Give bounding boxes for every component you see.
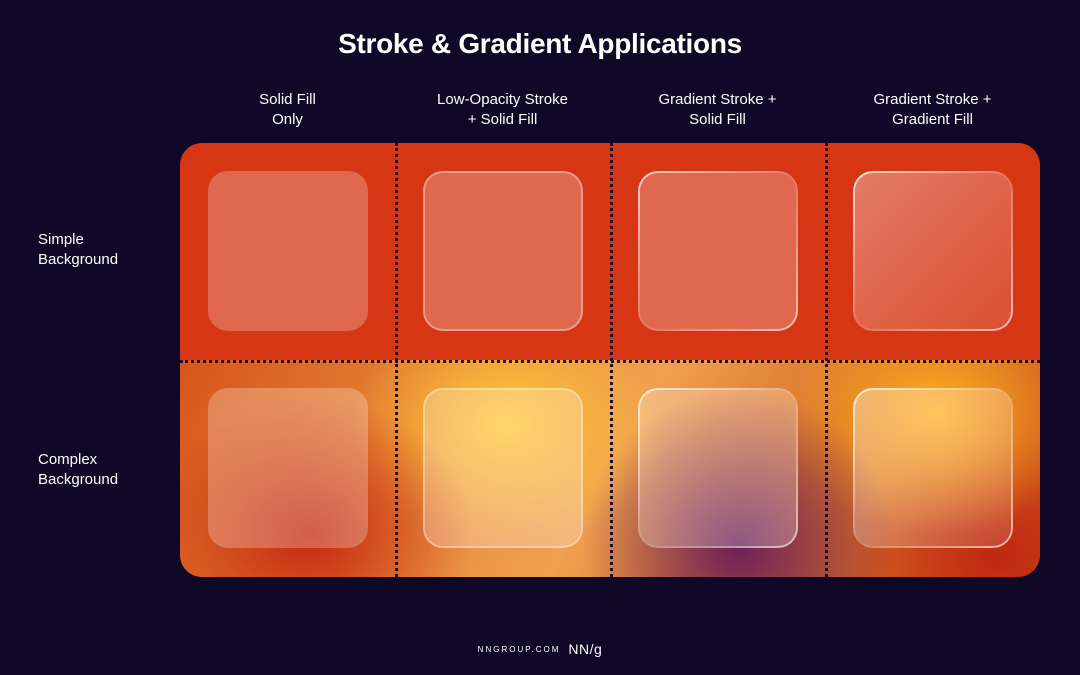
col-header-line: Gradient Stroke + xyxy=(874,91,992,108)
col-header-line: Solid Fill xyxy=(689,111,746,128)
grid-wrapper: Solid Fill Only Low-Opacity Stroke + Sol… xyxy=(180,90,1040,577)
cell-simple-low-stroke xyxy=(395,143,610,360)
swatch-low-opacity-stroke xyxy=(423,388,583,548)
swatch-gradient-stroke-gradient-fill xyxy=(853,388,1013,548)
row-label-line: Background xyxy=(38,251,118,268)
swatch-grid xyxy=(180,143,1040,577)
row-label-line: Background xyxy=(38,471,118,488)
col-header-line: Low-Opacity Stroke xyxy=(437,91,568,108)
col-header-low-opacity: Low-Opacity Stroke + Solid Fill xyxy=(395,90,610,131)
swatch-gradient-stroke-solid-fill xyxy=(638,171,798,331)
cell-complex-solid xyxy=(180,360,395,577)
col-header-line: Only xyxy=(272,111,303,128)
col-header-gradient-both: Gradient Stroke + Gradient Fill xyxy=(825,90,1040,131)
swatch-gradient-stroke-solid-fill xyxy=(638,388,798,548)
row-label-line: Simple xyxy=(38,231,84,248)
col-header-gradient-stroke: Gradient Stroke + Solid Fill xyxy=(610,90,825,131)
cell-complex-grad-stroke xyxy=(610,360,825,577)
col-header-solid-fill: Solid Fill Only xyxy=(180,90,395,131)
swatch-gradient-stroke-gradient-fill xyxy=(853,171,1013,331)
cell-complex-grad-both xyxy=(825,360,1040,577)
row-label-simple: Simple Background xyxy=(38,230,118,271)
col-header-line: + Solid Fill xyxy=(468,111,538,128)
col-header-line: Gradient Fill xyxy=(892,111,973,128)
swatch-solid-fill-only xyxy=(208,171,368,331)
row-label-complex: Complex Background xyxy=(38,450,118,491)
footer-brand-logo: NN/g xyxy=(568,641,602,657)
page-title: Stroke & Gradient Applications xyxy=(0,0,1080,80)
cell-complex-low-stroke xyxy=(395,360,610,577)
cell-simple-grad-both xyxy=(825,143,1040,360)
footer-domain: NNGROUP.COM xyxy=(478,645,561,654)
swatch-low-opacity-stroke xyxy=(423,171,583,331)
swatch-solid-fill-only xyxy=(208,388,368,548)
col-header-line: Gradient Stroke + xyxy=(659,91,777,108)
horizontal-divider xyxy=(180,360,1040,363)
cell-simple-solid xyxy=(180,143,395,360)
col-header-line: Solid Fill xyxy=(259,91,316,108)
footer-attribution: NNGROUP.COM NN/g xyxy=(0,641,1080,657)
column-headers: Solid Fill Only Low-Opacity Stroke + Sol… xyxy=(180,90,1040,131)
row-label-line: Complex xyxy=(38,451,97,468)
cell-simple-grad-stroke xyxy=(610,143,825,360)
